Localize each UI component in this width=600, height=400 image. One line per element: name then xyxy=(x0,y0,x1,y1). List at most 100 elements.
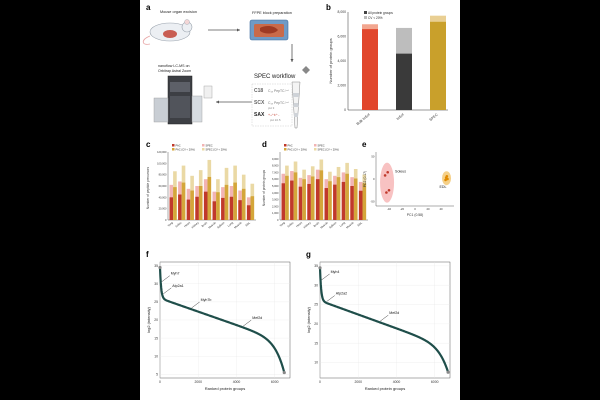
bar-pac-cv xyxy=(333,184,337,220)
annotation-line xyxy=(161,275,170,282)
chart-g: 0 2000 4000 6000 10 15 20 25 30 35 Ranked protein … xyxy=(306,261,451,391)
rank-curve xyxy=(318,267,450,373)
ffpe-block-icon xyxy=(249,19,289,41)
ms-label-2: Orbitrap Astral Zoom xyxy=(158,69,192,73)
panel-label-c: c xyxy=(146,140,151,149)
x-tick-label: 4000 xyxy=(393,380,401,384)
legend-swatch xyxy=(172,144,175,147)
y-tick-label: 5 xyxy=(156,373,158,377)
bar-spec-cv xyxy=(181,182,186,220)
chart-c: 0 20,000 40,000 60,000 80,000 100,000 120,000 N… xyxy=(146,143,256,229)
x-tick-label: Muscle xyxy=(345,220,355,229)
annotation-line xyxy=(243,319,252,327)
x-tick-label: 20 xyxy=(426,207,430,211)
bottom-point xyxy=(446,370,450,374)
bar-pac-cv xyxy=(324,188,329,220)
bar-pac-cv xyxy=(281,183,286,220)
annotation-label: Myh4 xyxy=(331,270,340,274)
legend-label: PAC (CV < 20%) xyxy=(288,147,307,151)
x-tick-label: Tong xyxy=(167,220,175,227)
bar-spec-cv xyxy=(353,178,358,220)
bar-spec-cv xyxy=(293,172,298,220)
y-axis-label: PC2 (0.17) xyxy=(363,171,367,187)
bar-spec-cv xyxy=(250,196,255,220)
x-tick-label: Heart xyxy=(183,221,191,229)
top-point xyxy=(318,266,322,270)
legend-label: SPEC xyxy=(206,143,213,147)
panel-label-f: f xyxy=(146,250,149,259)
x-tick-label: Soleu xyxy=(286,220,294,228)
y-tick-label: 15 xyxy=(154,336,158,340)
y-tick-label: 20 xyxy=(154,318,158,322)
annotation-line xyxy=(326,295,335,302)
legend-swatch-cv xyxy=(364,16,367,19)
legend-swatch xyxy=(172,148,175,151)
y-tick-label: 35 xyxy=(154,264,158,268)
mouse-icon xyxy=(142,19,193,45)
legend-swatch xyxy=(202,148,205,151)
y-tick-label: 6,000 xyxy=(338,35,347,39)
edl-point xyxy=(444,178,447,182)
plot-frame xyxy=(319,261,451,379)
legend-swatch xyxy=(314,148,317,151)
y-tick-label: 4,000 xyxy=(338,59,347,63)
y-tick-label: 25 xyxy=(154,300,158,304)
excision-label: Mouse organ excision xyxy=(160,10,197,14)
y-tick-label: -50 xyxy=(370,200,374,204)
y-tick-label: 6,000 xyxy=(272,177,279,181)
legend-swatch xyxy=(284,148,287,151)
bar-spec-cv xyxy=(173,187,177,220)
x-tick-label: Kidney xyxy=(302,220,312,229)
y-tick-label: 100,000 xyxy=(157,161,167,165)
y-tick-label: 7,000 xyxy=(272,170,279,174)
y-tick-label: 10 xyxy=(154,354,158,358)
bar-spec-cv xyxy=(207,176,212,220)
annotation-line xyxy=(380,314,389,322)
x-tick-label: Soleu xyxy=(174,220,182,228)
annotation-label: Myh7 xyxy=(171,272,180,276)
y-tick-label: 9,000 xyxy=(272,157,279,161)
bar-pac-cv xyxy=(186,199,191,220)
y-tick-label: 1,000 xyxy=(272,211,279,215)
legend-label: SPEC (CV < 20%) xyxy=(206,147,227,151)
legend-swatch xyxy=(202,144,205,147)
soleus-label: Soleus xyxy=(395,170,406,174)
x-tick-label: Muscle xyxy=(207,220,217,229)
legend-label: PAC xyxy=(288,143,293,147)
chart-e: -40 -20 0 20 40 -50 0 50 PC1 (0.58) PC2 (0.17) Sol… xyxy=(363,152,454,217)
soleus-cluster xyxy=(380,162,395,203)
chart-f: 0 2000 4000 6000 5 10 15 20 25 30 35 Ranked protein… xyxy=(146,261,291,391)
panel-label-d: d xyxy=(262,140,267,149)
x-tick-label: Muscle xyxy=(319,220,329,229)
bar-spec-cv xyxy=(233,182,237,220)
y-axis-label: log2 (intensity) xyxy=(146,306,151,333)
y-tick-label: 50 xyxy=(371,155,375,159)
x-tick-label: Lung xyxy=(227,220,235,227)
bar-spec-cv xyxy=(285,175,289,220)
bar-spec-cv xyxy=(241,188,246,220)
bar-pac-cv xyxy=(298,186,303,220)
legend-swatch xyxy=(314,144,317,147)
legend-swatch xyxy=(284,144,287,147)
bar-cv xyxy=(430,21,446,110)
step-sax-detail: +₊⁺±⁺₋ xyxy=(268,113,280,117)
annotation-line xyxy=(163,287,172,295)
legend-label: PAC (CV < 20%) xyxy=(176,147,195,151)
legend-b-all: All protein groups xyxy=(368,11,393,15)
y-tick-label: 10 xyxy=(314,361,318,365)
y-tick-label: 0 xyxy=(165,218,167,222)
soleus-point xyxy=(383,174,387,177)
step-scx-detail: C₁₈ PepTC‑ᵏᶜᵗ xyxy=(268,101,289,105)
stagetip-icon xyxy=(291,66,310,129)
x-tick-label: 0 xyxy=(319,380,321,384)
x-tick-label: 2000 xyxy=(194,380,202,384)
bar-spec-cv xyxy=(224,184,229,220)
y-tick-label: 60,000 xyxy=(159,184,167,188)
ph-10-5: pH 10.5 xyxy=(270,118,281,122)
x-tick-label: Kidney xyxy=(190,220,200,229)
x-tick-label: -20 xyxy=(400,207,404,211)
bar-pac-cv xyxy=(212,201,217,220)
y-tick-label: 120,000 xyxy=(157,150,167,154)
bar-spec-cv xyxy=(190,190,194,220)
figure: a xyxy=(140,0,460,400)
